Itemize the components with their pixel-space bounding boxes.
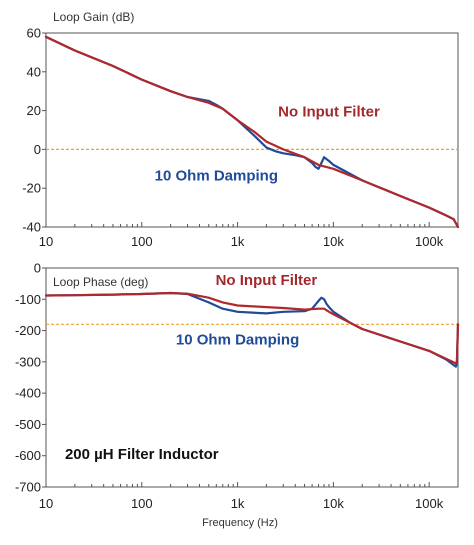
annotation-label: 10 Ohm Damping [155, 167, 278, 184]
annotation-label: No Input Filter [278, 103, 380, 120]
y-tick-label: -20 [22, 181, 41, 196]
y-tick-label: -100 [15, 292, 41, 307]
x-tick-label: 100 [131, 234, 153, 249]
phase-title: Loop Phase (deg) [53, 275, 148, 289]
series-line-no-input-filter [44, 35, 460, 229]
x-tick-label: 10k [323, 234, 344, 249]
y-tick-label: 0 [34, 261, 41, 276]
y-tick-label: -400 [15, 386, 41, 401]
x-tick-label: 1k [231, 234, 245, 249]
series-line-no-input-filter [44, 291, 460, 365]
annotation-label: 200 µH Filter Inductor [65, 446, 219, 463]
y-tick-label: -600 [15, 448, 41, 463]
x-axis-label: Frequency (Hz) [202, 517, 278, 529]
x-tick-label: 1k [231, 496, 245, 511]
y-tick-label: -200 [15, 323, 41, 338]
gain-panel: Loop Gain (dB) 60 40 20 0 -20 -40 10 100 1k 10k 1… [22, 10, 460, 249]
phase-plot-frame [45, 267, 459, 488]
annotation-label: 10 Ohm Damping [176, 332, 299, 349]
gain-plot-frame [45, 32, 459, 228]
x-tick-label: 100k [415, 496, 444, 511]
x-tick-label: 10k [323, 496, 344, 511]
series-line-10-ohm-damping [44, 35, 460, 229]
series-line-10-ohm-damping [44, 291, 460, 368]
y-tick-label: -700 [15, 480, 41, 495]
annotation-label: No Input Filter [216, 272, 318, 289]
y-tick-label: 0 [34, 142, 41, 157]
y-tick-label: 60 [27, 26, 41, 41]
y-tick-label: -40 [22, 220, 41, 235]
gain-title: Loop Gain (dB) [53, 10, 134, 24]
x-tick-label: 10 [39, 496, 53, 511]
y-tick-label: 20 [27, 103, 41, 118]
y-tick-label: -300 [15, 354, 41, 369]
phase-panel: Loop Phase (deg) 0 -100 -200 -300 -400 -500 -6… [15, 261, 460, 529]
x-tick-label: 10 [39, 234, 53, 249]
x-tick-label: 100k [415, 234, 444, 249]
y-tick-label: -500 [15, 417, 41, 432]
x-tick-label: 100 [131, 496, 153, 511]
y-tick-label: 40 [27, 64, 41, 79]
